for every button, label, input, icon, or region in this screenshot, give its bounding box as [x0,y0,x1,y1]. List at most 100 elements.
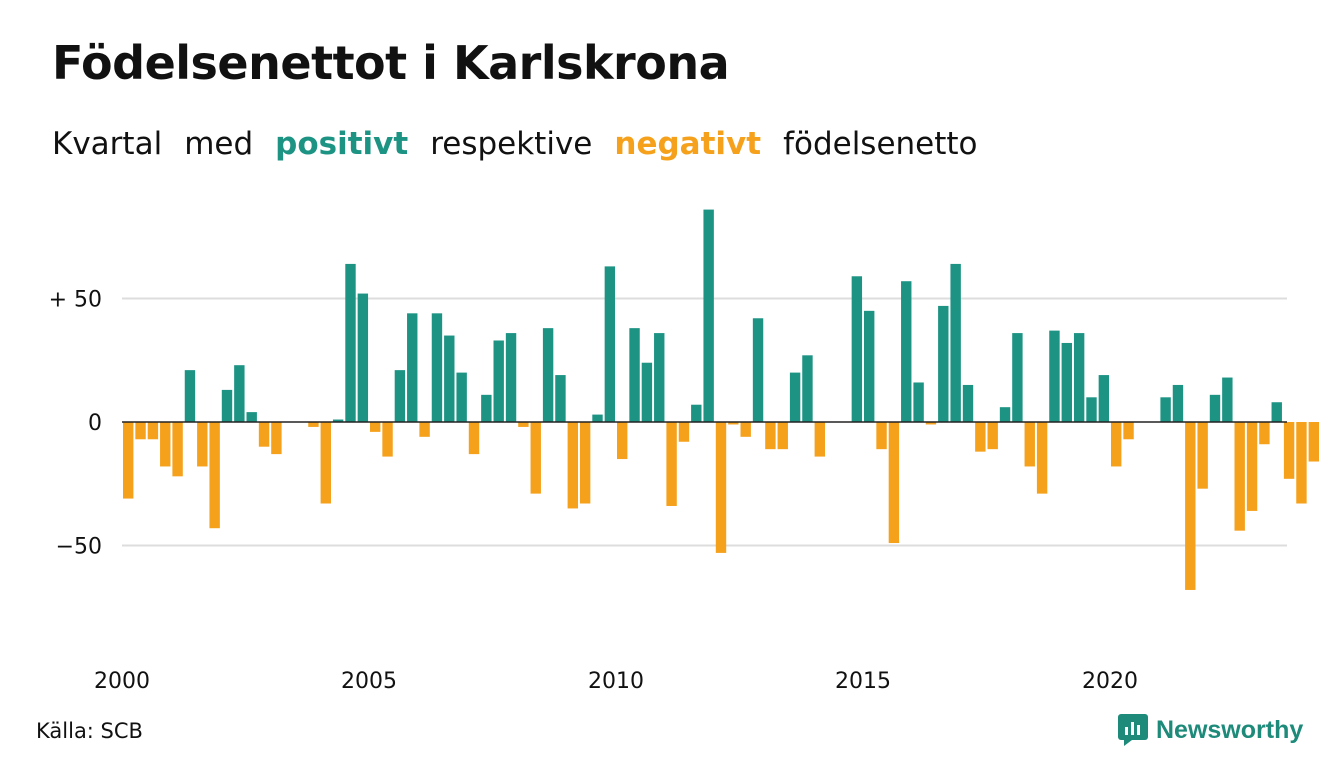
subtitle-word: respektive [430,126,593,162]
bar [1172,384,1184,422]
bar [1308,422,1319,462]
brand-name: Newsworthy [1156,715,1304,744]
bar [1197,422,1208,489]
bar [407,313,418,422]
bar [209,422,220,529]
bar [271,422,282,455]
bar [987,422,998,450]
bar [1061,342,1072,422]
bar [592,414,603,422]
bar [567,422,578,509]
subtitle-positive-label: positivt [275,126,409,162]
bar [542,328,554,422]
bar [765,422,776,450]
bar [629,328,640,422]
bar [431,313,443,422]
bar [950,263,961,422]
brand-logo: Newsworthy [1118,714,1303,746]
bar [1271,402,1282,422]
y-tick-label: 0 [88,411,102,436]
bar [419,422,430,437]
bar [246,412,257,422]
bar [184,370,196,422]
bar [1036,422,1048,494]
bar [740,422,751,437]
subtitle-negative-label: negativt [614,126,762,162]
bar [308,422,319,427]
bar [394,370,406,422]
newsworthy-logo-icon [1118,714,1148,746]
bar [1296,422,1307,504]
bar [975,422,986,452]
bar [802,355,813,422]
x-tick-label: 2010 [588,669,644,694]
bar [666,422,677,506]
bar [444,335,455,422]
bar [925,422,937,425]
bar [876,422,887,450]
bar [1123,422,1134,440]
bar [530,422,541,494]
bar [604,266,616,422]
bar [370,422,381,432]
bar [1049,330,1060,422]
bar [678,422,690,442]
x-tick-label: 2000 [94,669,150,694]
bar [258,422,270,447]
y-tick-label: + 50 [49,288,102,313]
bar [221,389,233,422]
bar [715,422,727,553]
bar [703,209,714,422]
bar [1024,422,1035,467]
bar [752,318,764,422]
bar [641,362,653,422]
bar [617,422,628,460]
bar [691,404,702,422]
x-tick-label: 2020 [1082,669,1138,694]
bar [332,419,344,422]
bar [1185,422,1196,590]
bar [493,340,504,422]
chart-subtitle: Kvartal med positivt respektive negativt föde… [52,126,1000,162]
bar [160,422,171,467]
bar [962,384,974,422]
subtitle-word: födelsenetto [783,126,978,162]
bar [888,422,900,544]
bar [147,422,159,440]
chart-title: Födelsenettot i Karlskrona [52,36,730,90]
bar [382,422,393,457]
subtitle-word: med [184,126,254,162]
bar [579,422,591,504]
bar [1283,422,1295,479]
bar [320,422,331,504]
bar [851,276,863,422]
bar [456,372,467,422]
bar [234,365,245,422]
bar [901,281,912,422]
bar [123,422,134,499]
bar [135,422,146,440]
bar [555,375,566,422]
bar [1111,422,1122,467]
bar [938,305,949,422]
bar [728,422,739,425]
bar [1234,422,1245,531]
bar [913,382,924,422]
bar [1246,422,1258,511]
bar [518,422,529,427]
bar [814,422,825,457]
bar [468,422,480,455]
bar [1012,333,1023,422]
bar [1086,397,1097,422]
bar [505,333,517,422]
bar [789,372,801,422]
bar [1160,397,1171,422]
bar [481,394,492,422]
bar [172,422,183,477]
subtitle-word: Kvartal [52,126,163,162]
bar [345,263,356,422]
bar [864,310,875,422]
bar [1209,394,1221,422]
bar [654,333,665,422]
